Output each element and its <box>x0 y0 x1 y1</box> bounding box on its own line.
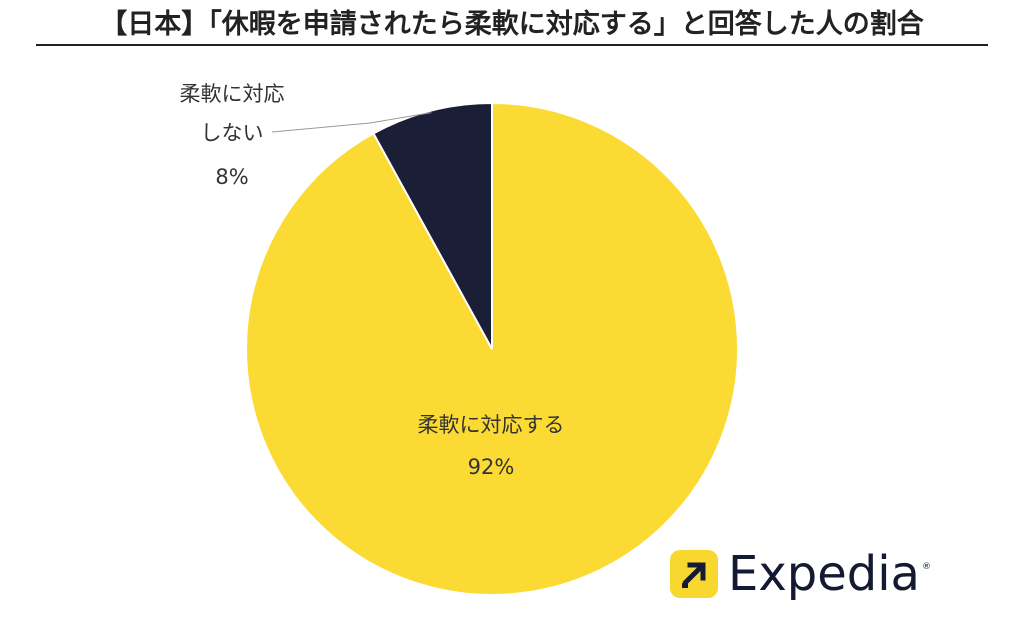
title-underline <box>36 44 988 46</box>
brand-name: Expedia <box>728 546 920 602</box>
slice-label-1-line-0: 柔軟に対応 <box>180 82 285 106</box>
expedia-logo: Expedia ® <box>670 546 931 602</box>
arrow-up-right-icon <box>670 550 718 598</box>
leader-line-1 <box>271 112 432 133</box>
slice-value-label-1: 8% <box>215 165 248 189</box>
slice-label-0-line-0: 柔軟に対応する <box>418 413 565 437</box>
slice-value-label-0: 92% <box>468 455 515 479</box>
registered-mark: ® <box>921 562 931 572</box>
chart-title: 【日本】「休暇を申請されたら柔軟に対応する」と回答した人の割合 <box>100 9 924 40</box>
pie-slice-1 <box>372 101 493 350</box>
slice-label-1-line-1: しない <box>201 121 264 145</box>
